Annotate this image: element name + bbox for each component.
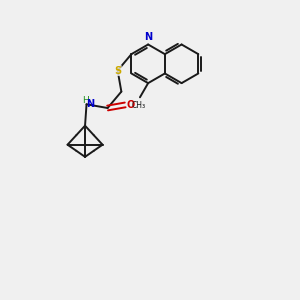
Text: N: N — [144, 32, 152, 42]
Text: N: N — [86, 99, 94, 109]
Text: O: O — [126, 100, 135, 110]
Text: CH₃: CH₃ — [131, 101, 146, 110]
Text: S: S — [114, 65, 121, 76]
Text: H: H — [82, 96, 88, 105]
